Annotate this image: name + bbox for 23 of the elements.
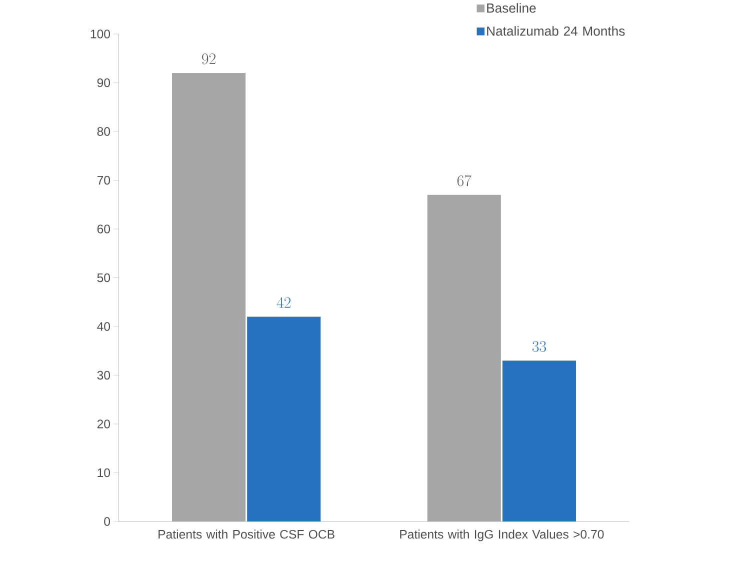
y-tick-label: 0 bbox=[104, 517, 110, 526]
bar bbox=[247, 316, 321, 522]
y-tick-label: 80 bbox=[97, 127, 110, 136]
bar bbox=[427, 194, 501, 522]
data-label: 92 bbox=[202, 54, 216, 64]
y-tick-label: 30 bbox=[97, 370, 110, 380]
bar bbox=[502, 360, 576, 522]
y-tick-label: 40 bbox=[97, 322, 110, 331]
data-label: 33 bbox=[532, 341, 546, 352]
y-tick-label: 20 bbox=[97, 420, 110, 428]
y-tick-label: 60 bbox=[97, 224, 110, 234]
bar bbox=[172, 73, 246, 522]
x-tick-label: Patients with IgG Index Values >0.70 bbox=[400, 530, 604, 542]
legend-label: Baseline bbox=[487, 3, 536, 13]
y-tick-label: 70 bbox=[97, 176, 110, 185]
data-label: 67 bbox=[457, 175, 472, 186]
y-tick-label: 100 bbox=[90, 30, 110, 38]
x-tick-label: Patients with Positive CSF OCB bbox=[158, 530, 334, 539]
y-tick-label: 50 bbox=[97, 273, 110, 282]
data-label: 42 bbox=[276, 297, 291, 308]
y-tick-label: 90 bbox=[97, 78, 110, 88]
legend-label: Natalizumab 24 Months bbox=[487, 26, 625, 36]
y-tick-label: 10 bbox=[98, 468, 110, 478]
